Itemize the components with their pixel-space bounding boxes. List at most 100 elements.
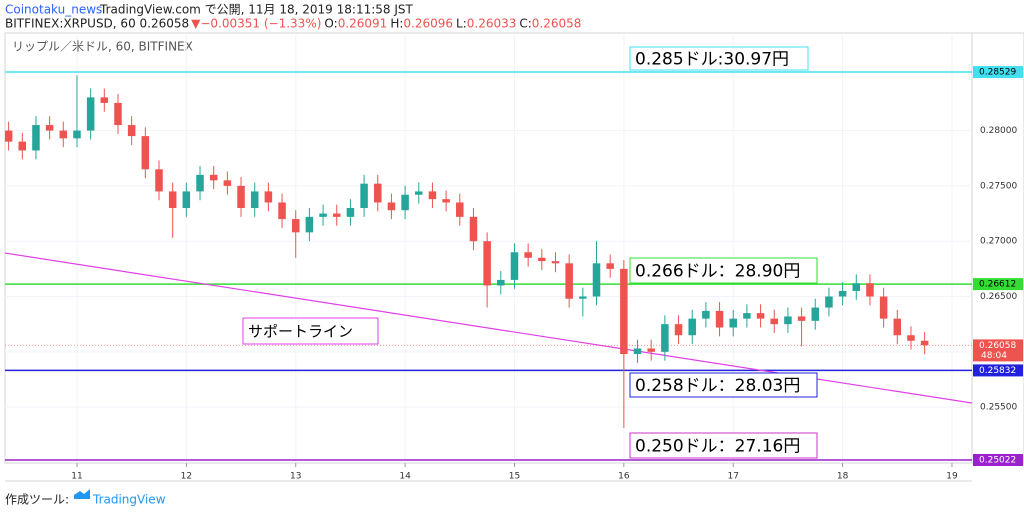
y-tick-label: 0.25500 [980,403,1017,413]
candle-body [524,252,532,258]
annotation-text: 0.258ドル：28.03円 [635,376,800,396]
candle-body [729,318,737,328]
level-tag [973,454,1023,467]
last-price-label: 0.26058 [979,341,1016,351]
candle-body [168,191,177,209]
candle-body [866,283,874,297]
ohlc-value: 0.26033 [467,17,517,31]
ohlc-key: O: [324,17,337,31]
candle-body [18,141,27,151]
annotation-text: 0.250ドル：27.16円 [635,437,800,457]
candle-body [127,125,136,137]
candle-body [456,202,464,217]
x-tick-label: 12 [181,472,192,482]
last-price-tag [973,339,1023,362]
candle-body [5,130,13,142]
candle-body [223,180,232,186]
candle-body [852,283,861,291]
candle-body [100,97,109,103]
candle-body [715,310,724,328]
candle-body [346,208,355,217]
x-tick-label: 11 [71,472,82,482]
annotation-text: 0.285ドル:30.97円 [635,50,789,70]
candle-body [647,348,655,352]
candle-body [920,340,929,346]
ohlc-value: 0.26096 [403,17,453,31]
candle-body [319,213,327,217]
ohlc-value: 0.26091 [338,17,388,31]
candle-body [442,199,450,203]
candle-body [114,102,122,126]
candle-body [483,241,491,286]
level-tag [973,278,1023,291]
annotation-text: 0.266ドル：28.90円 [635,262,800,282]
candle-body [155,169,163,192]
annotation-text: サポートライン [248,323,353,341]
candle-body [551,261,560,264]
candle-body [497,279,505,286]
annotation-box [242,317,379,345]
ohlc-value: 0.26058 [532,17,582,31]
candle-body [606,263,614,269]
candle-body [237,185,245,209]
countdown: 48:04 [981,351,1007,361]
annotation-box [629,257,818,284]
candle-body [401,194,409,211]
y-tick-label: 0.27500 [980,181,1017,191]
symbol: BITFINEX:XRPUSD, 60 0.26058 [5,17,189,31]
y-axis-panel [971,32,1024,464]
candle-body [387,202,396,211]
candle-body [141,136,150,170]
candle-body [797,316,806,321]
candle-body [332,213,341,217]
ohlc-key: L: [456,17,467,31]
level-label: 0.28529 [979,68,1016,78]
candle-body [538,257,546,262]
x-tick-label: 19 [946,472,958,482]
candle-body [428,191,437,200]
candle-body [264,191,273,203]
candle-body [893,318,902,336]
ohlc-key: H: [390,17,403,31]
candle-body [620,268,628,355]
level-label: 0.26612 [979,280,1016,290]
x-tick-label: 17 [728,472,739,482]
chart-subtitle: リップル／米ドル, 60, BITFINEX [12,40,193,54]
candle-body [73,130,81,139]
candle-body [579,296,587,299]
candle-body [825,296,833,308]
tradingview-logo [74,489,90,499]
candle-body [59,130,68,139]
candle-body [360,183,368,209]
candle-body [592,263,601,297]
candle-body [196,174,204,192]
y-tick-label: 0.28000 [980,126,1017,136]
footer-label: 作成ツール: [5,493,69,507]
annotation-box [629,46,809,71]
candle-body [838,290,847,297]
candle-body [907,335,915,341]
candle-body [373,183,382,203]
candle-body [879,296,888,319]
candle-body [510,252,519,280]
candle-body [702,310,710,319]
x-tick-label: 13 [290,472,301,482]
candle-body [415,191,423,195]
author[interactable]: Coinotaku_news [5,3,102,17]
candle-body [661,324,669,352]
candle-body [182,191,191,209]
y-tick-label: 0.27000 [980,237,1017,247]
candle-body [784,316,792,325]
level-tag [973,364,1023,377]
candle-body [743,313,751,319]
candle-body [32,125,40,151]
candle-body [633,348,642,355]
candle-body [469,216,478,242]
x-tick-label: 15 [509,472,520,482]
level-label: 0.25022 [979,456,1016,466]
candle-body [45,125,54,131]
candle-body [305,216,314,233]
candle-body [688,318,696,336]
candle-body [674,324,683,336]
